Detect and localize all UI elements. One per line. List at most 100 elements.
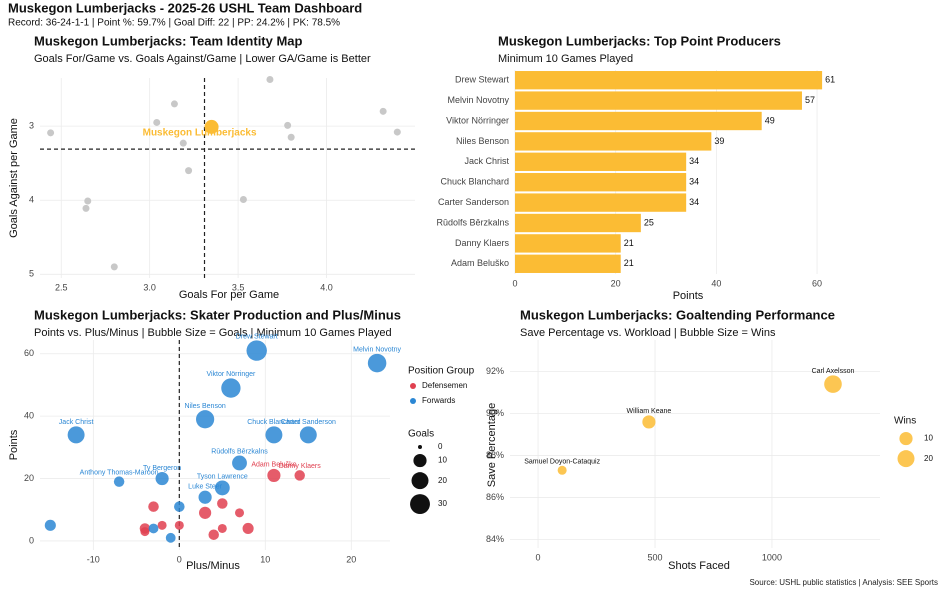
team-point [153,118,161,126]
point-label: Carl Axelsson [812,368,855,375]
legend-size [899,432,913,446]
y-tick-label: 5 [29,269,34,279]
bar [515,234,621,253]
x-tick-label: 0 [512,278,517,288]
point-label: Viktor Nörringer [206,371,256,378]
legend-size [410,494,430,515]
x-tick-label: -10 [87,554,100,564]
x-tick-label: 3.5 [232,282,245,292]
bubble [140,527,150,537]
bubble [199,506,212,519]
category-label: Drew Stewart [455,75,510,85]
chart-subtitle: Save Percentage vs. Workload | Bubble Si… [520,327,776,339]
legend-size-label: 0 [438,442,443,451]
x-tick-label: 40 [711,278,721,288]
category-label: Chuck Blanchard [440,177,509,187]
value-label: 25 [644,217,654,227]
bubble [217,498,228,509]
category-label: Niles Benson [456,136,509,146]
team-point [110,263,118,271]
y-tick-label: 92% [486,366,504,376]
y-tick-label: 4 [29,195,34,205]
chart-subtitle: Minimum 10 Games Played [498,53,633,65]
bar [515,91,802,110]
value-label: 61 [825,75,835,85]
bubble [214,480,230,496]
bubble [174,501,185,512]
bar [515,132,712,151]
bubble [367,353,387,373]
x-tick-label: 4.0 [320,282,333,292]
point-label: Anthony Thomas-Maroon [80,469,159,476]
point-label: Drew Stewart [236,333,278,340]
category-label: Danny Klaers [455,238,510,248]
value-label: 34 [689,197,699,207]
legend-size [418,445,422,449]
bar [515,152,687,171]
bubble [557,465,567,475]
value-label: 21 [624,238,634,248]
legend-title: Position Group [408,366,475,377]
x-tick-label: 20 [611,278,621,288]
bubble [221,378,241,398]
page-title: Muskegon Lumberjacks - 2025-26 USHL Team… [8,0,362,15]
legend-title: Wins [894,416,916,427]
category-label: Melvin Novotny [447,95,509,105]
legend-label: Forwards [422,396,455,405]
team-point [266,75,274,83]
value-label: 39 [714,136,724,146]
y-tick-label: 90% [486,408,504,418]
point-label: Jack Christ [59,419,94,426]
legend-swatch [410,383,416,389]
legend-swatch [410,398,416,404]
chart-subtitle: Points vs. Plus/Minus | Bubble Size = Go… [34,327,392,339]
highlight-point [204,119,219,134]
team-point [239,195,247,203]
y-tick-label: 86% [486,492,504,502]
point-label: Carter Sanderson [281,419,336,426]
legend-size [897,450,915,468]
x-tick-label: 60 [812,278,822,288]
bubble [242,522,254,535]
legend-size [411,472,429,490]
category-label: Adam Beluško [451,258,509,268]
team-point [287,133,295,141]
source-note: Source: USHL public statistics | Analysi… [749,578,938,587]
y-tick-label: 88% [486,450,504,460]
point-label: Niles Benson [184,403,225,410]
team-point [284,121,292,129]
bubble [148,501,159,512]
x-tick-label: 10 [260,554,270,564]
team-point [84,197,92,205]
x-tick-label: 500 [647,552,662,562]
y-tick-label: 40 [24,411,34,421]
point-label: Luke Steer [188,484,223,491]
bubble [267,468,281,483]
bubble [299,426,317,444]
x-tick-label: 1000 [762,552,782,562]
x-tick-label: 3.0 [143,282,156,292]
team-point [47,129,55,137]
y-tick-label: 3 [29,121,34,131]
point-label: Ty Bergeron [143,465,181,472]
chart-title: Muskegon Lumberjacks: Goaltending Perfor… [520,307,835,322]
x-axis-label: Shots Faced [668,560,730,572]
point-label: Adam Beluško [251,462,296,469]
bubble [232,455,247,471]
chart-title: Muskegon Lumberjacks: Skater Production … [34,307,401,322]
legend-size-label: 10 [924,434,933,443]
legend-size-label: 20 [438,476,447,485]
bubble [246,340,267,361]
bubble [148,523,159,534]
page-subtitle: Record: 36-24-1-1 | Point %: 59.7% | Goa… [8,18,340,29]
bubble [234,508,245,518]
value-label: 34 [689,156,699,166]
bubble [217,523,227,533]
point-label: Rūdolfs Bērzkalns [211,448,268,455]
bubble [44,519,56,531]
value-label: 34 [689,177,699,187]
category-label: Jack Christ [464,156,509,166]
bubble [157,520,167,530]
